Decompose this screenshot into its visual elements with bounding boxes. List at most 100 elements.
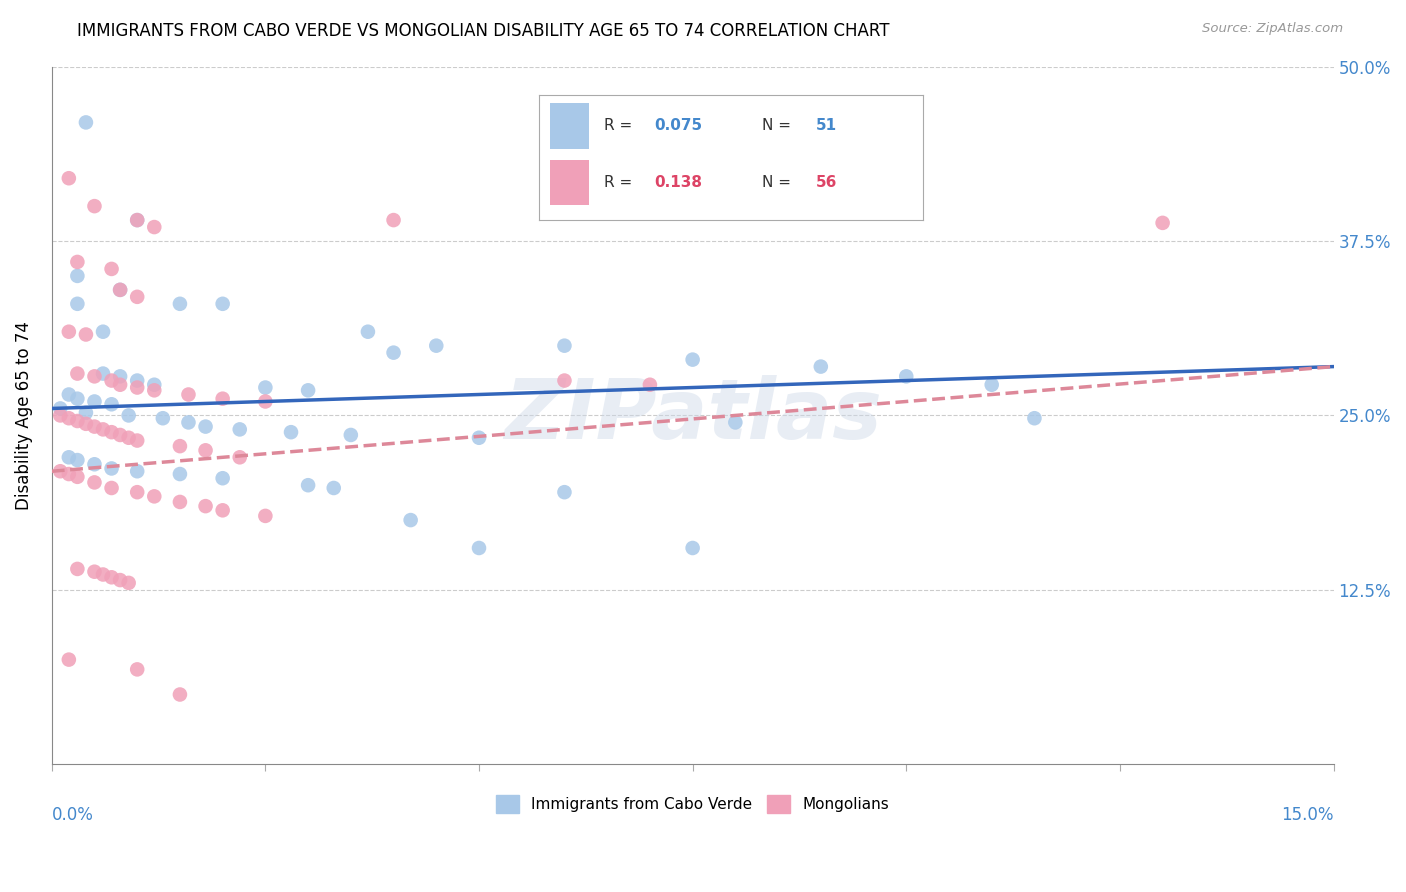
Point: [810, 359, 832, 374]
Point: [211, 297, 233, 311]
Point: [66, 470, 89, 484]
Point: [382, 345, 405, 359]
Point: [83, 565, 105, 579]
Point: [169, 297, 191, 311]
Point: [58, 467, 80, 481]
Point: [75, 115, 97, 129]
Point: [425, 339, 447, 353]
Point: [357, 325, 380, 339]
Point: [194, 443, 217, 458]
Point: [127, 290, 149, 304]
Point: [75, 327, 97, 342]
Point: [254, 394, 277, 409]
Point: [143, 377, 166, 392]
Point: [143, 489, 166, 503]
Point: [1152, 216, 1174, 230]
Point: [127, 380, 149, 394]
Legend: Immigrants from Cabo Verde, Mongolians: Immigrants from Cabo Verde, Mongolians: [489, 789, 896, 820]
Text: Source: ZipAtlas.com: Source: ZipAtlas.com: [1202, 22, 1343, 36]
Point: [100, 481, 122, 495]
Point: [108, 369, 131, 384]
Point: [297, 384, 319, 398]
Point: [108, 377, 131, 392]
Point: [100, 570, 122, 584]
Point: [399, 513, 422, 527]
Point: [177, 387, 200, 401]
Point: [1024, 411, 1046, 425]
Point: [127, 213, 149, 227]
Point: [297, 478, 319, 492]
Point: [169, 495, 191, 509]
Point: [49, 409, 72, 423]
Point: [91, 422, 114, 436]
Point: [322, 481, 344, 495]
Y-axis label: Disability Age 65 to 74: Disability Age 65 to 74: [15, 321, 32, 510]
Point: [58, 450, 80, 465]
Point: [91, 367, 114, 381]
Point: [100, 374, 122, 388]
Point: [682, 352, 704, 367]
Point: [553, 339, 575, 353]
Point: [127, 485, 149, 500]
Point: [108, 428, 131, 442]
Point: [118, 409, 141, 423]
Point: [100, 425, 122, 440]
Point: [127, 434, 149, 448]
Point: [83, 475, 105, 490]
Point: [152, 411, 174, 425]
Point: [340, 428, 363, 442]
Point: [638, 377, 661, 392]
Point: [91, 567, 114, 582]
Point: [194, 499, 217, 513]
Point: [66, 562, 89, 576]
Point: [211, 503, 233, 517]
Point: [280, 425, 302, 440]
Point: [58, 171, 80, 186]
Point: [66, 367, 89, 381]
Point: [100, 261, 122, 276]
Text: 15.0%: 15.0%: [1281, 806, 1333, 824]
Point: [83, 419, 105, 434]
Point: [108, 573, 131, 587]
Point: [118, 431, 141, 445]
Point: [58, 411, 80, 425]
Point: [254, 508, 277, 523]
Point: [49, 401, 72, 416]
Point: [83, 199, 105, 213]
Point: [75, 417, 97, 431]
Point: [980, 377, 1002, 392]
Point: [553, 485, 575, 500]
Point: [66, 392, 89, 406]
Point: [58, 652, 80, 666]
Text: ZIPatlas: ZIPatlas: [503, 375, 882, 456]
Point: [66, 414, 89, 428]
Point: [724, 416, 747, 430]
Point: [229, 422, 252, 436]
Point: [83, 457, 105, 471]
Point: [58, 387, 80, 401]
Point: [177, 416, 200, 430]
Point: [91, 325, 114, 339]
Point: [143, 220, 166, 235]
Point: [896, 369, 918, 384]
Point: [143, 384, 166, 398]
Point: [108, 283, 131, 297]
Point: [169, 439, 191, 453]
Point: [169, 688, 191, 702]
Point: [83, 369, 105, 384]
Point: [382, 213, 405, 227]
Point: [169, 467, 191, 481]
Point: [58, 325, 80, 339]
Point: [127, 662, 149, 676]
Point: [66, 268, 89, 283]
Text: 0.0%: 0.0%: [52, 806, 94, 824]
Point: [127, 213, 149, 227]
Point: [100, 461, 122, 475]
Point: [468, 431, 491, 445]
Point: [229, 450, 252, 465]
Point: [66, 255, 89, 269]
Point: [83, 394, 105, 409]
Point: [49, 464, 72, 478]
Point: [211, 392, 233, 406]
Point: [66, 453, 89, 467]
